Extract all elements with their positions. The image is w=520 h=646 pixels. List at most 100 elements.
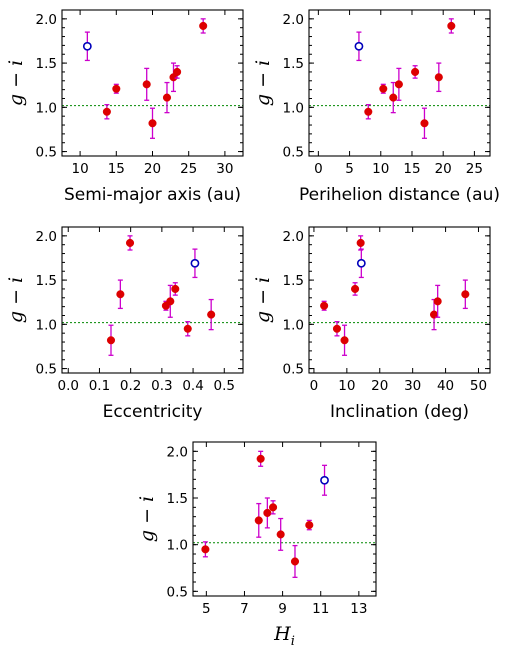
x-tick-label: 25 bbox=[466, 161, 483, 177]
y-tick-label: 0.5 bbox=[36, 145, 57, 161]
data-point bbox=[263, 508, 272, 517]
plot-frame bbox=[308, 9, 491, 157]
data-point bbox=[411, 67, 420, 76]
data-point bbox=[379, 84, 388, 93]
y-tick-label: 2.0 bbox=[36, 12, 57, 28]
x-tick-label: 0.0 bbox=[57, 378, 78, 394]
plot-frame bbox=[192, 441, 377, 597]
x-tick-label: 10 bbox=[372, 161, 389, 177]
y-axis-label: g − i bbox=[252, 60, 274, 106]
data-point bbox=[106, 336, 116, 345]
x-tick-label: 9 bbox=[278, 601, 287, 617]
x-tick-label: 30 bbox=[216, 161, 233, 177]
x-axis-label: Perihelion distance (au) bbox=[299, 185, 500, 205]
data-point bbox=[162, 93, 172, 102]
y-tick-label: 1.5 bbox=[36, 56, 57, 72]
y-tick-label: 1.0 bbox=[36, 317, 57, 333]
data-point bbox=[199, 21, 208, 30]
data-point bbox=[102, 107, 111, 116]
y-tick-label: 1.5 bbox=[283, 273, 304, 289]
x-axis-label: Eccentricity bbox=[103, 402, 203, 422]
y-tick-label: 2.0 bbox=[167, 444, 188, 460]
x-tick-label: 5 bbox=[345, 161, 354, 177]
y-tick-label: 1.5 bbox=[167, 491, 188, 507]
data-point-open bbox=[356, 258, 366, 268]
data-point bbox=[364, 107, 373, 116]
x-tick-label: 20 bbox=[371, 378, 388, 394]
y-axis-label: g − i bbox=[252, 277, 274, 323]
y-tick-label: 1.0 bbox=[283, 317, 304, 333]
data-point bbox=[332, 324, 342, 333]
data-point bbox=[389, 93, 398, 102]
x-tick-label: 40 bbox=[437, 378, 454, 394]
x-tick-label: 0.2 bbox=[120, 378, 141, 394]
data-point-open bbox=[354, 41, 364, 51]
y-tick-label: 1.5 bbox=[36, 273, 57, 289]
data-point-open bbox=[320, 475, 329, 485]
data-point bbox=[433, 297, 442, 306]
y-tick-label: 2.0 bbox=[283, 229, 304, 245]
data-point bbox=[254, 516, 263, 525]
x-tick-label: 10 bbox=[338, 378, 355, 394]
y-tick-label: 2.0 bbox=[283, 12, 304, 28]
panel-3: 0.5 1.0 1.5 2.0 0.0 0.1 0.2 0.3 0.4 0.5 g − i Eccen… bbox=[5, 226, 244, 422]
data-point bbox=[116, 290, 125, 299]
data-point-open bbox=[82, 41, 92, 51]
plot-frame bbox=[308, 226, 491, 374]
data-point bbox=[394, 80, 403, 89]
x-tick-label: 10 bbox=[72, 161, 89, 177]
y-tick-label: 0.5 bbox=[167, 584, 188, 600]
data-point bbox=[351, 284, 360, 293]
data-point bbox=[290, 557, 300, 566]
x-axis-label: Semi-major axis (au) bbox=[64, 185, 241, 205]
data-point bbox=[434, 73, 443, 82]
data-point bbox=[166, 297, 175, 306]
plot-frame bbox=[61, 226, 244, 374]
x-tick-label: 0.3 bbox=[151, 378, 172, 394]
x-tick-label: 0.1 bbox=[89, 378, 110, 394]
data-point bbox=[142, 80, 151, 89]
data-point bbox=[340, 336, 349, 345]
y-axis-label: g − i bbox=[5, 277, 27, 323]
data-point bbox=[112, 84, 121, 93]
data-point bbox=[207, 310, 216, 319]
x-tick-label: 25 bbox=[180, 161, 197, 177]
data-point bbox=[305, 521, 314, 530]
panel-1: 0.5 1.0 1.5 2.0 10 15 20 25 30 g − i Semi-major ax… bbox=[5, 9, 244, 205]
x-tick-label: 11 bbox=[312, 601, 329, 617]
data-point bbox=[171, 284, 180, 293]
data-point bbox=[269, 503, 278, 512]
x-axis-label: Inclination (deg) bbox=[330, 402, 469, 422]
x-tick-label: 7 bbox=[240, 601, 249, 617]
y-tick-label: 1.0 bbox=[36, 100, 57, 116]
y-tick-label: 1.5 bbox=[283, 56, 304, 72]
data-point-open bbox=[190, 258, 200, 268]
x-tick-label: 0.5 bbox=[214, 378, 235, 394]
y-tick-label: 1.0 bbox=[283, 100, 304, 116]
data-point bbox=[356, 238, 365, 247]
x-tick-label: 50 bbox=[470, 378, 487, 394]
x-tick-label: 5 bbox=[202, 601, 211, 617]
x-tick-label: 0 bbox=[314, 161, 323, 177]
data-point bbox=[148, 119, 157, 128]
data-point bbox=[420, 119, 429, 128]
data-point bbox=[276, 530, 285, 539]
panel-2: 0.5 1.0 1.5 2.0 0 5 10 15 20 25 g − i Perihelion di… bbox=[252, 9, 500, 205]
panel-5: 0.5 1.0 1.5 2.0 5 7 9 11 13 g − i Hi bbox=[136, 441, 377, 646]
data-point bbox=[256, 454, 265, 463]
data-point bbox=[447, 21, 456, 30]
y-tick-label: 2.0 bbox=[36, 229, 57, 245]
y-tick-label: 1.0 bbox=[167, 538, 188, 554]
x-tick-label: 13 bbox=[350, 601, 367, 617]
data-point bbox=[461, 290, 470, 299]
x-tick-label: 0 bbox=[310, 378, 319, 394]
panel-4: 0.5 1.0 1.5 2.0 0 10 20 30 40 50 g − i Inclination … bbox=[252, 226, 491, 422]
x-tick-label: 20 bbox=[435, 161, 452, 177]
x-tick-label: 15 bbox=[108, 161, 125, 177]
x-axis-label: Hi bbox=[273, 623, 295, 646]
x-tick-label: 0.4 bbox=[182, 378, 203, 394]
x-tick-label: 15 bbox=[403, 161, 420, 177]
data-point bbox=[183, 324, 192, 333]
x-tick-label: 20 bbox=[144, 161, 161, 177]
